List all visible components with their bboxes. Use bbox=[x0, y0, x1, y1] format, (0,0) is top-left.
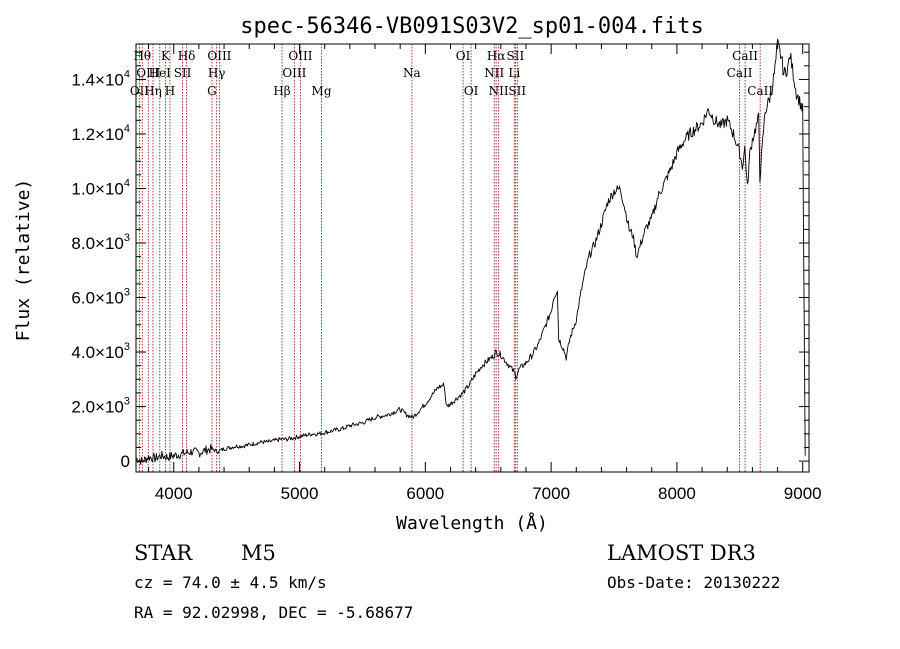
line-marker-label: Li bbox=[508, 66, 520, 80]
y-tick-label: 1.4×104 bbox=[71, 68, 130, 89]
line-marker-label: Hη bbox=[144, 84, 162, 98]
x-axis-title: Wavelength (Å) bbox=[396, 512, 548, 534]
line-marker-label: OIII bbox=[136, 66, 160, 80]
y-tick-label: 2.0×103 bbox=[71, 396, 130, 417]
object-class: STAR bbox=[134, 541, 193, 565]
line-markers: OIIHθOIIIHηHeIKHSIIHδGHγOIIIHβOIIIOIIIMg… bbox=[130, 44, 773, 472]
chart-title: spec-56346-VB091S03V2_sp01-004.fits bbox=[240, 14, 704, 39]
x-tick-label: 8000 bbox=[658, 484, 696, 503]
object-subclass: M5 bbox=[241, 541, 276, 565]
y-tick-label: 1.2×104 bbox=[71, 123, 130, 144]
plot-frame bbox=[135, 43, 810, 473]
line-marker-label: OIII bbox=[207, 49, 231, 63]
survey-name: LAMOST DR3 bbox=[607, 541, 756, 565]
x-tick-label: 4000 bbox=[155, 484, 193, 503]
line-marker-label: NII bbox=[484, 66, 504, 80]
spectrum-series bbox=[135, 38, 806, 465]
y-axis-title: Flux (relative) bbox=[13, 179, 34, 342]
line-marker-label: HeI bbox=[149, 66, 172, 80]
line-marker-label: NII bbox=[489, 84, 509, 98]
x-tick-label: 7000 bbox=[532, 484, 570, 503]
line-marker-label: K bbox=[161, 49, 171, 63]
x-tick-label: 6000 bbox=[406, 484, 444, 503]
line-marker-label: CaII bbox=[732, 49, 758, 63]
y-tick-label: 1.0×104 bbox=[71, 177, 130, 198]
y-tick-label: 6.0×103 bbox=[71, 287, 130, 308]
observation-date: Obs-Date: 20130222 bbox=[607, 573, 781, 592]
line-marker-label: Hδ bbox=[178, 49, 196, 63]
y-tick-label: 0 bbox=[121, 452, 130, 471]
line-marker-label: Na bbox=[403, 66, 421, 80]
line-marker-label: G bbox=[207, 84, 217, 98]
line-marker-label: SII bbox=[507, 49, 525, 63]
line-marker-label: OI bbox=[456, 49, 471, 63]
y-tick-label: 4.0×103 bbox=[71, 341, 130, 362]
line-marker-label: OII bbox=[130, 84, 150, 98]
line-marker-label: CaII bbox=[747, 84, 773, 98]
line-marker-label: OI bbox=[464, 84, 479, 98]
redshift-readout: cz = 74.0 ± 4.5 km/s bbox=[134, 573, 327, 592]
x-tick-label: 5000 bbox=[281, 484, 319, 503]
line-marker-label: SII bbox=[508, 84, 526, 98]
line-marker-label: CaII bbox=[727, 66, 753, 80]
line-marker-label: H bbox=[165, 84, 175, 98]
y-tick-label: 8.0×103 bbox=[71, 232, 130, 253]
coordinates-readout: RA = 92.02998, DEC = -5.68677 bbox=[134, 603, 414, 622]
line-marker-label: Hβ bbox=[273, 84, 290, 98]
line-marker-label: SII bbox=[174, 66, 192, 80]
line-marker-label: OIII bbox=[288, 49, 312, 63]
x-axis: 4000 5000 6000 7000 8000 9000 bbox=[148, 44, 822, 503]
y-axis: 0 2.0×103 4.0×103 6.0×103 8.0×103 1.0×104 1.2×… bbox=[71, 51, 809, 471]
x-tick-label: 9000 bbox=[784, 484, 822, 503]
line-marker-label: OIII bbox=[282, 66, 306, 80]
line-marker-label: Hγ bbox=[208, 66, 226, 80]
spectrum-line bbox=[135, 38, 806, 465]
line-marker-label: Hα bbox=[487, 49, 506, 63]
line-marker-label: Mg bbox=[312, 84, 332, 98]
